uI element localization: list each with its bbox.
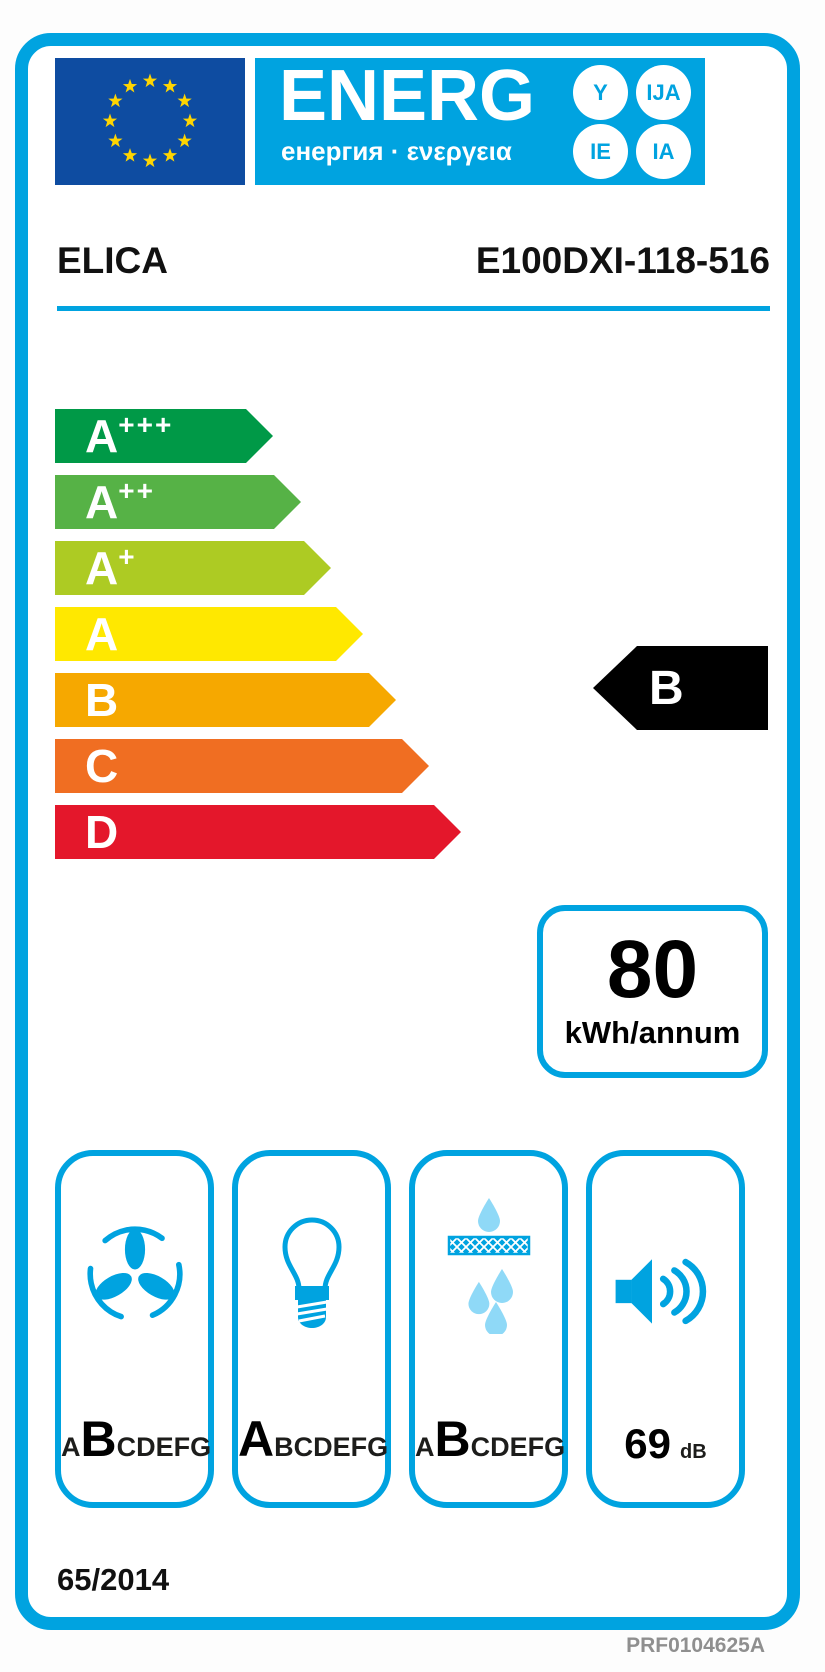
grease-filtering-box: ABCDEFG xyxy=(409,1150,568,1508)
scale-arrow-c: C xyxy=(55,739,429,793)
lighting-efficiency-box: ABCDEFG xyxy=(232,1150,391,1508)
badge-ia: IA xyxy=(636,124,691,179)
regulation-number: 65/2014 xyxy=(57,1562,170,1597)
model-number: E100DXI-118-516 xyxy=(475,240,770,281)
energ-logo: ENERG енергия · ενεργεια Y IJA IE IA xyxy=(255,58,705,185)
noise-box: 69 dB xyxy=(586,1150,745,1508)
eu-flag-icon xyxy=(55,58,245,185)
scale-arrow-a1: A + xyxy=(55,541,331,595)
badge-ie: IE xyxy=(573,124,628,179)
scale-arrow-b: B xyxy=(55,673,396,727)
annual-energy-box: 80 kWh/annum xyxy=(537,905,768,1078)
badge-ija: IJA xyxy=(636,65,691,120)
annual-energy-value: 80 xyxy=(606,924,699,1015)
fan-icon xyxy=(79,1218,191,1335)
energ-language-badges: Y IJA IE IA xyxy=(573,65,691,179)
speaker-icon xyxy=(610,1248,722,1339)
energ-text: ENERG xyxy=(279,56,536,136)
scale-arrow-d: D xyxy=(55,805,461,859)
document-code: PRF0104625A xyxy=(626,1634,765,1657)
brand-name: ELICA xyxy=(57,240,168,281)
badge-y: Y xyxy=(573,65,628,120)
filter-icon xyxy=(439,1184,539,1339)
fluid-dynamic-efficiency-box: ABCDEFG xyxy=(55,1150,214,1508)
fluid-dynamic-grade: ABCDEFG xyxy=(61,1411,212,1467)
energ-subtitle: енергия · ενεργεια xyxy=(281,136,512,166)
divider xyxy=(57,306,770,311)
bulb-icon xyxy=(262,1196,362,1341)
lighting-grade: ABCDEFG xyxy=(238,1411,389,1467)
scale-arrow-a: A xyxy=(55,607,363,661)
scale-arrow-a2: A ++ xyxy=(55,475,301,529)
rating-class: B xyxy=(649,661,684,715)
product-row: ELICA E100DXI-118-516 xyxy=(57,240,770,282)
noise-grade: 69 dB xyxy=(624,1420,707,1467)
grease-filtering-grade: ABCDEFG xyxy=(415,1411,566,1467)
annual-energy-unit: kWh/annum xyxy=(564,1015,741,1050)
scale-arrow-a3: A +++ xyxy=(55,409,273,463)
